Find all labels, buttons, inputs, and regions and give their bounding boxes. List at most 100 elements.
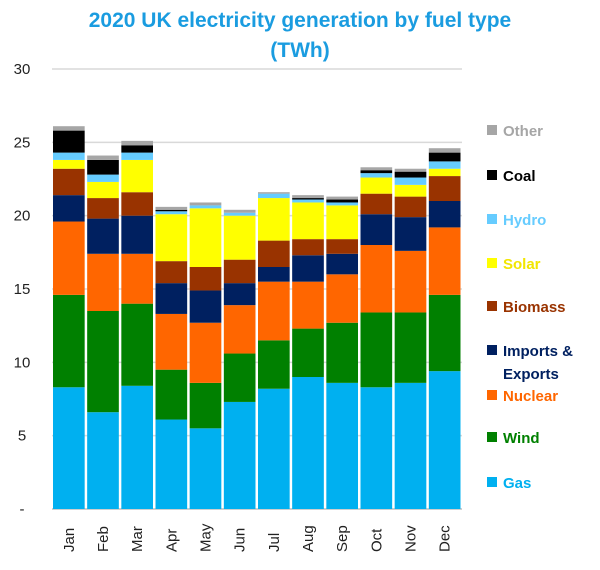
bar-segment-coal-apr	[155, 209, 188, 212]
bar-segment-gas-sep	[326, 382, 358, 509]
legend-swatch-nuclear	[487, 390, 497, 400]
bar-segment-wind-jul	[258, 340, 290, 389]
bar-segment-wind-may	[189, 382, 222, 429]
bar-segment-other-feb	[87, 155, 119, 160]
bar-segment-coal-oct	[360, 170, 393, 174]
bar-segment-gas-apr	[155, 419, 188, 509]
bar-segment-nuclear-mar	[121, 253, 153, 304]
bar-segment-hydro-aug	[292, 199, 324, 203]
bar-segment-imports-exports-jan	[53, 195, 85, 222]
bar-segment-imports-exports-nov	[394, 217, 427, 251]
bar-segment-wind-aug	[292, 328, 324, 377]
legend-swatch-biomass	[487, 301, 497, 311]
bar-segment-wind-nov	[394, 312, 427, 383]
legend-label-biomass: Biomass	[503, 299, 566, 316]
bar-segment-hydro-sep	[326, 202, 358, 206]
bar-segment-other-aug	[292, 195, 324, 199]
bar-segment-other-dec	[428, 148, 461, 153]
y-tick-label: 30	[14, 61, 31, 78]
bar-segment-solar-jan	[53, 159, 85, 169]
bar-segment-gas-may	[189, 428, 222, 509]
bar-segment-nuclear-feb	[87, 253, 119, 311]
bar-segment-coal-nov	[394, 171, 427, 178]
bar-segment-solar-oct	[360, 177, 393, 194]
x-tick-label: Jan	[61, 528, 78, 552]
legend-label-other: Other	[503, 123, 543, 140]
legend-swatch-hydro	[487, 214, 497, 224]
bar-segment-imports-exports-feb	[87, 218, 119, 254]
bar-segment-biomass-jun	[223, 259, 256, 284]
chart-title: 2020 UK electricity generation by fuel t…	[0, 6, 600, 66]
legend-label-gas: Gas	[503, 475, 531, 492]
bar-segment-wind-jun	[223, 353, 256, 402]
x-tick-label: Aug	[300, 525, 317, 552]
y-tick-label: 15	[14, 281, 31, 298]
bar-segment-hydro-oct	[360, 173, 393, 178]
bar-segment-biomass-dec	[428, 176, 461, 201]
bar-segment-hydro-may	[189, 205, 222, 209]
bar-segment-coal-mar	[121, 145, 153, 153]
bar-segment-wind-apr	[155, 369, 188, 420]
bar-segment-solar-nov	[394, 184, 427, 197]
bar-segment-hydro-jul	[258, 193, 290, 199]
y-tick-label: 25	[14, 134, 31, 151]
bar-segment-other-jul	[258, 192, 290, 194]
y-tick-label: 20	[14, 208, 31, 225]
bar-segment-imports-exports-jun	[223, 283, 256, 306]
bar-segment-gas-jan	[53, 387, 85, 509]
bar-segment-gas-oct	[360, 387, 393, 509]
legend-label-coal: Coal	[503, 168, 536, 185]
bar-segment-biomass-nov	[394, 196, 427, 218]
bar-segment-other-apr	[155, 206, 188, 210]
legend-swatch-gas	[487, 477, 497, 487]
bar-segment-gas-feb	[87, 412, 119, 509]
bar-segment-gas-jul	[258, 388, 290, 509]
bar-segment-other-jan	[53, 126, 85, 131]
bar-segment-biomass-jul	[258, 240, 290, 267]
bar-segment-biomass-oct	[360, 193, 393, 215]
bar-segment-wind-dec	[428, 294, 461, 372]
bar-segment-nuclear-oct	[360, 245, 393, 313]
bar-segment-wind-oct	[360, 312, 393, 388]
bar-segment-solar-sep	[326, 205, 358, 240]
bar-segment-gas-nov	[394, 382, 427, 509]
bar-segment-gas-mar	[121, 385, 153, 509]
x-tick-label: Mar	[129, 526, 146, 552]
bar-segment-imports-exports-dec	[428, 201, 461, 228]
bar-segment-coal-aug	[292, 198, 324, 200]
bar-segment-hydro-nov	[394, 177, 427, 185]
bar-segment-coal-sep	[326, 199, 358, 203]
bar-segment-imports-exports-mar	[121, 215, 153, 254]
bar-segment-biomass-feb	[87, 198, 119, 219]
bar-segment-coal-dec	[428, 152, 461, 162]
bar-segment-biomass-jan	[53, 168, 85, 196]
bar-segment-nuclear-sep	[326, 274, 358, 323]
bar-segment-nuclear-aug	[292, 281, 324, 329]
bar-segment-wind-feb	[87, 311, 119, 413]
x-tick-label: Jul	[266, 533, 283, 552]
bar-segment-solar-jul	[258, 198, 290, 241]
bar-segment-solar-mar	[121, 159, 153, 193]
bar-segment-solar-jun	[223, 215, 256, 260]
legend-swatch-wind	[487, 432, 497, 442]
bar-segment-solar-may	[189, 208, 222, 267]
bar-segment-biomass-aug	[292, 239, 324, 256]
y-tick-label: 10	[14, 354, 31, 371]
bar-segment-nuclear-jan	[53, 221, 85, 295]
bar-segment-biomass-apr	[155, 261, 188, 284]
bar-segment-wind-jan	[53, 294, 85, 388]
title-line-2: (TWh)	[270, 39, 330, 62]
bar-segment-hydro-mar	[121, 152, 153, 160]
bar-segment-imports-exports-jul	[258, 267, 290, 282]
bar-segment-wind-sep	[326, 322, 358, 383]
bar-segment-solar-aug	[292, 202, 324, 240]
bar-segment-other-oct	[360, 167, 393, 171]
bar-segment-imports-exports-aug	[292, 255, 324, 282]
bar-segment-solar-dec	[428, 168, 461, 177]
legend-label-wind: Wind	[503, 430, 540, 447]
legend-swatch-coal	[487, 170, 497, 180]
bar-segment-hydro-apr	[155, 211, 188, 215]
bar-segment-biomass-sep	[326, 239, 358, 254]
x-tick-label: Nov	[403, 525, 420, 552]
bar-segment-coal-feb	[87, 159, 119, 175]
